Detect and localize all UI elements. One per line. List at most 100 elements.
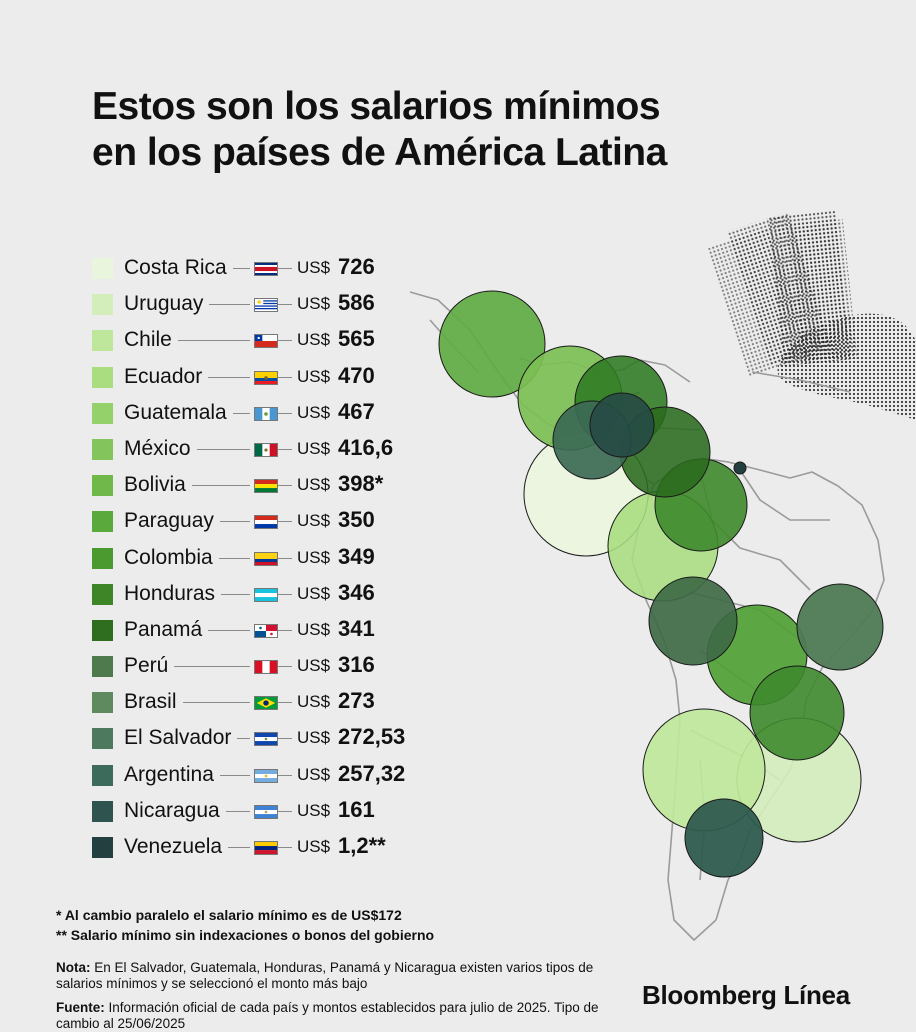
salary-value: 349: [338, 543, 375, 569]
country-name: Venezuela: [124, 835, 223, 858]
bubble-venezuela: [733, 461, 747, 475]
bolivia-flag-icon: [254, 479, 278, 494]
salary-value: 316: [338, 652, 375, 678]
leader-line: [278, 810, 292, 812]
legend-swatch: [92, 547, 113, 569]
salary-value: 257,32: [338, 760, 406, 786]
country-name: Guatemala: [124, 400, 227, 424]
currency-label: US$: [297, 475, 331, 495]
salary-value: 350: [338, 507, 375, 533]
el-salvador-flag-icon: [254, 732, 278, 747]
fuente: Fuente: Información oficial de cada país…: [56, 1000, 636, 1032]
legend-swatch: [92, 294, 113, 316]
salary-value: 470: [338, 362, 375, 388]
bubble-mexico: [438, 290, 546, 398]
argentina-flag-icon: [254, 768, 278, 783]
currency-label: US$: [297, 547, 331, 567]
legend-swatch: [92, 583, 113, 605]
uruguay-flag-icon: [254, 298, 278, 313]
leader-line: [278, 666, 292, 668]
leader-line: [278, 702, 292, 704]
leader-line: [278, 593, 292, 595]
bubble-paraguay: [749, 665, 845, 761]
salary-value: 273: [338, 688, 375, 714]
title-line-2: en los países de América Latina: [92, 131, 667, 174]
panama-flag-icon: [254, 623, 278, 638]
country-name: México: [124, 436, 191, 460]
leader-line: [278, 557, 292, 559]
currency-label: US$: [297, 656, 331, 676]
country-name: Nicaragua: [124, 798, 220, 822]
legend-row: El Salvador US$ 272,53: [92, 724, 412, 760]
country-name: Brasil: [124, 690, 177, 714]
country-name: Argentina: [124, 762, 214, 786]
leader-line: [233, 412, 250, 414]
leader-line: [219, 557, 250, 559]
salary-value: 565: [338, 326, 375, 352]
currency-label: US$: [297, 583, 331, 603]
legend-row: Costa Rica US$ 726: [92, 254, 412, 290]
legend-swatch: [92, 728, 113, 750]
legend-row: México US$ 416,6: [92, 435, 412, 471]
country-name: Ecuador: [124, 364, 203, 388]
bubble-brasil: [796, 583, 884, 671]
legend: Costa Rica US$ 726 Uruguay US$ 586 Chile US$ 565…: [92, 254, 412, 869]
leader-line: [278, 629, 292, 631]
currency-label: US$: [297, 366, 331, 386]
bubble-argentina: [684, 798, 764, 878]
legend-row: Brasil US$ 273: [92, 688, 412, 724]
country-name: Perú: [124, 654, 169, 678]
leader-line: [174, 666, 250, 668]
salary-value: 586: [338, 290, 375, 316]
leader-line: [278, 448, 292, 450]
leader-line: [178, 340, 250, 342]
money-icon: [708, 210, 916, 420]
brazil-flag-icon: [254, 696, 278, 711]
leader-line: [278, 340, 292, 342]
bubble-peru: [648, 576, 738, 666]
costa-rica-flag-icon: [254, 262, 278, 276]
paraguay-flag-icon: [254, 515, 278, 530]
legend-row: Chile US$ 565: [92, 326, 412, 362]
legend-row: Paraguay US$ 350: [92, 507, 412, 543]
legend-row: Uruguay US$ 586: [92, 290, 412, 326]
country-name: Panamá: [124, 617, 203, 641]
currency-label: US$: [297, 294, 331, 314]
brand-logo: Bloomberg Línea: [642, 980, 850, 1010]
legend-row: Panamá US$ 341: [92, 616, 412, 652]
guatemala-flag-icon: [254, 406, 278, 421]
legend-swatch: [92, 511, 113, 533]
currency-label: US$: [297, 728, 331, 748]
title-line-1: Estos son los salarios mínimos: [92, 85, 661, 128]
legend-row: Nicaragua US$ 161: [92, 797, 412, 833]
salary-value: 416,6: [338, 434, 394, 460]
fuente-label: Fuente:: [56, 1000, 105, 1015]
leader-line: [209, 304, 250, 306]
leader-line: [278, 847, 292, 848]
legend-swatch: [92, 764, 113, 786]
legend-row: Venezuela US$ 1,2**: [92, 833, 412, 869]
currency-label: US$: [297, 330, 331, 350]
legend-row: Argentina US$ 257,32: [92, 761, 412, 797]
legend-row: Bolivia US$ 398*: [92, 471, 412, 507]
leader-line: [278, 521, 292, 523]
nicaragua-flag-icon: [254, 804, 278, 819]
nota-label: Nota:: [56, 960, 91, 975]
salary-value: 467: [338, 398, 375, 424]
legend-swatch: [92, 656, 113, 678]
country-name: El Salvador: [124, 726, 232, 750]
country-name: Costa Rica: [124, 256, 227, 279]
currency-label: US$: [297, 619, 331, 639]
legend-swatch: [92, 619, 113, 641]
legend-swatch: [92, 837, 113, 858]
leader-line: [233, 268, 250, 269]
leader-line: [278, 268, 292, 269]
leader-line: [278, 412, 292, 414]
leader-line: [192, 485, 250, 487]
leader-line: [237, 738, 250, 740]
venezuela-flag-icon: [254, 841, 278, 855]
salary-value: 341: [338, 615, 375, 641]
salary-value: 398*: [338, 471, 384, 497]
leader-line: [278, 376, 292, 378]
